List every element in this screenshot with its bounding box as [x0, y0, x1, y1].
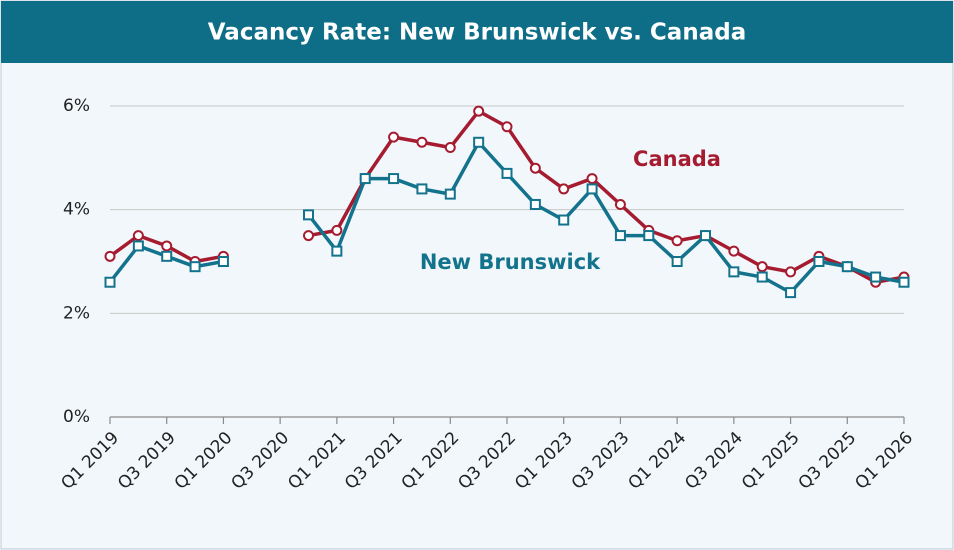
- series-label: New Brunswick: [420, 250, 601, 274]
- marker: [501, 121, 513, 133]
- marker: [161, 250, 173, 262]
- marker: [586, 183, 598, 195]
- marker: [501, 167, 513, 179]
- marker: [416, 136, 428, 148]
- marker: [189, 261, 201, 273]
- marker: [303, 209, 314, 221]
- marker: [586, 173, 598, 185]
- marker: [217, 256, 229, 267]
- y-tick-label: 4%: [63, 200, 90, 220]
- marker: [643, 230, 655, 242]
- marker: [132, 240, 144, 252]
- marker: [473, 136, 485, 148]
- marker: [558, 183, 570, 195]
- marker: [331, 224, 343, 236]
- marker: [388, 131, 400, 143]
- marker: [614, 230, 626, 242]
- marker: [870, 271, 882, 283]
- marker: [388, 173, 400, 185]
- marker: [841, 261, 853, 273]
- y-tick-label: 0%: [63, 407, 90, 427]
- marker: [558, 214, 570, 226]
- marker: [104, 276, 116, 288]
- marker: [529, 198, 541, 210]
- marker: [132, 230, 144, 242]
- marker: [728, 266, 740, 278]
- marker: [104, 250, 116, 262]
- marker: [785, 287, 797, 299]
- marker: [671, 256, 683, 267]
- marker: [785, 266, 797, 278]
- marker: [813, 256, 825, 267]
- marker: [303, 230, 314, 242]
- marker: [728, 245, 740, 257]
- marker: [756, 261, 768, 273]
- marker: [416, 183, 428, 195]
- marker: [671, 235, 683, 247]
- marker: [898, 276, 910, 288]
- y-tick-label: 2%: [63, 303, 90, 323]
- title-bar: [1, 1, 953, 63]
- marker: [444, 141, 456, 153]
- marker: [756, 271, 768, 283]
- marker: [529, 162, 541, 174]
- marker: [614, 198, 626, 210]
- marker: [444, 188, 456, 200]
- marker: [473, 105, 485, 117]
- marker: [161, 240, 173, 252]
- y-tick-label: 6%: [63, 96, 90, 116]
- series-label: Canada: [633, 147, 721, 171]
- chart-title: Vacancy Rate: New Brunswick vs. Canada: [208, 20, 746, 46]
- marker: [359, 173, 371, 185]
- marker: [700, 230, 711, 242]
- marker: [331, 245, 343, 257]
